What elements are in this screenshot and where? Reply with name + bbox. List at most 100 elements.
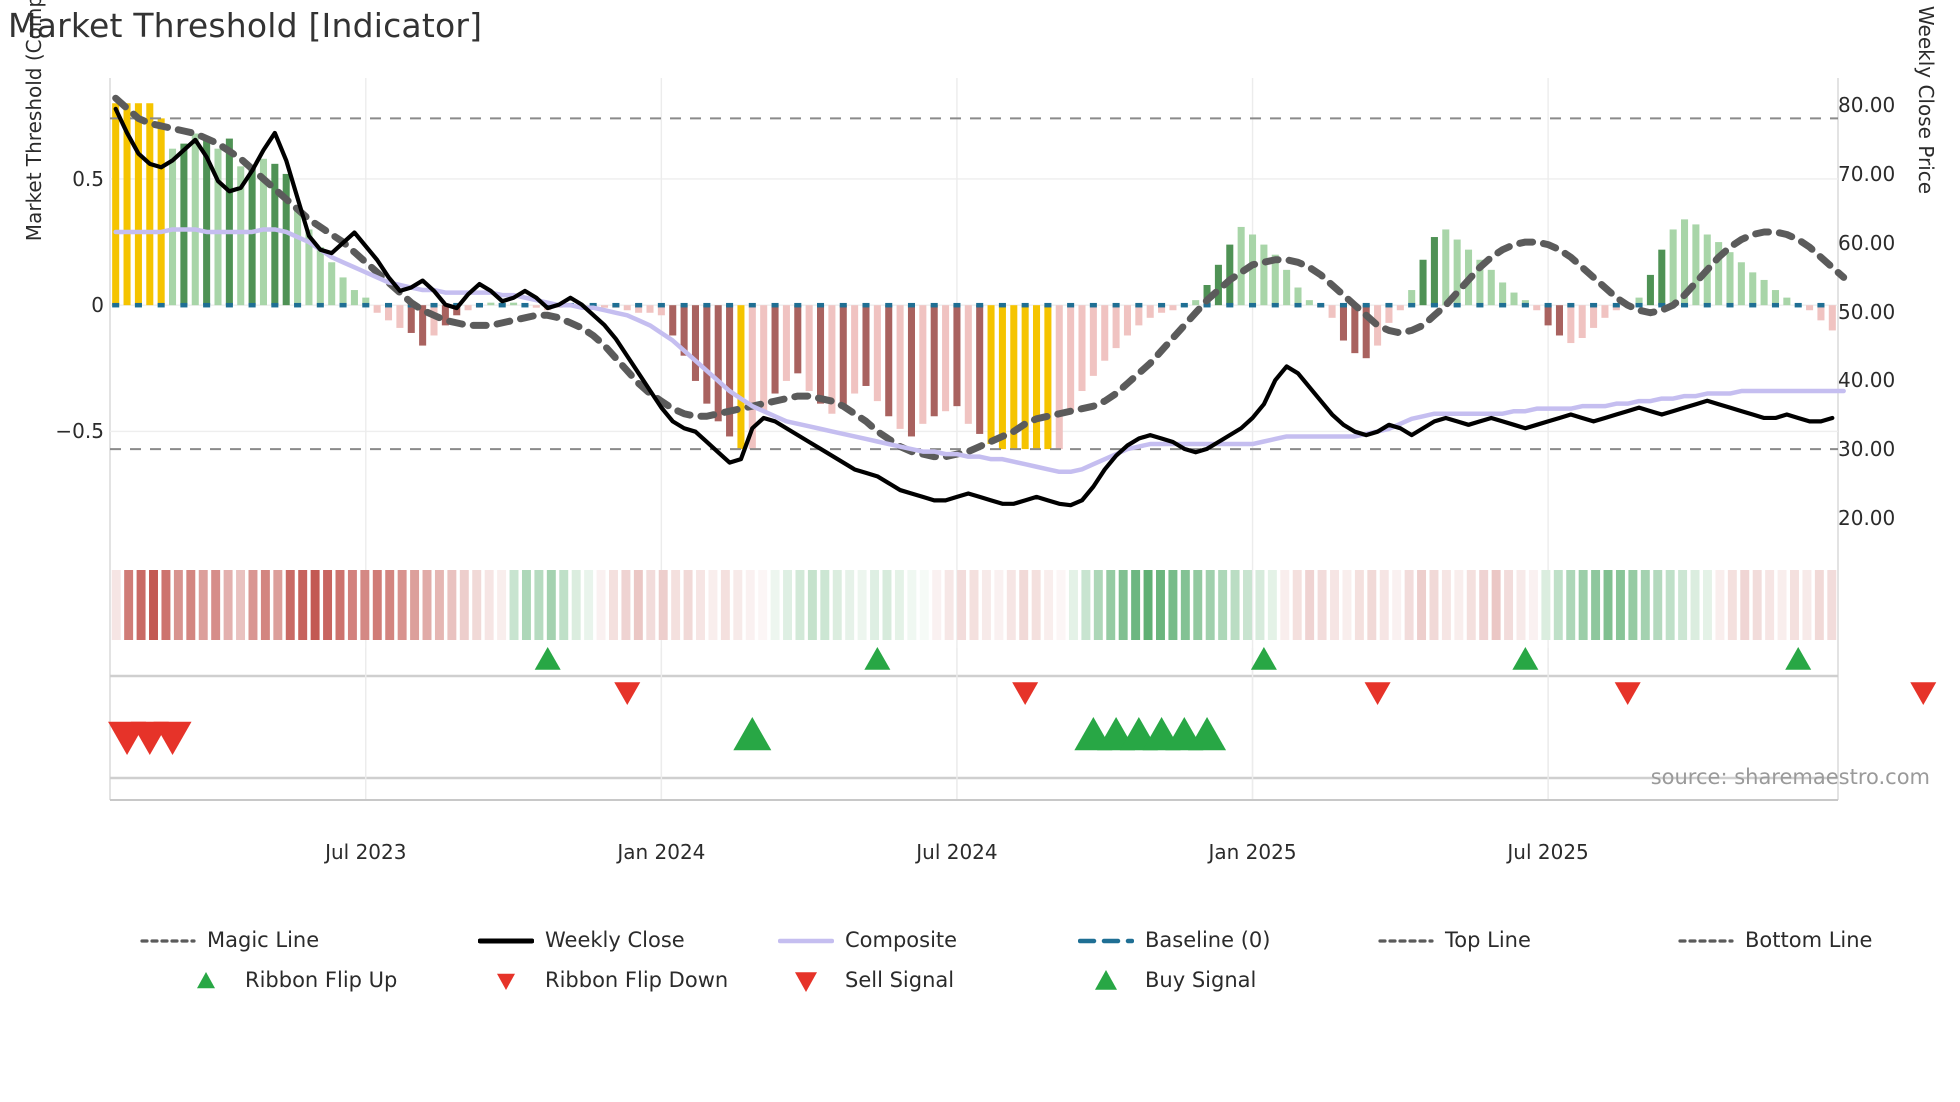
ribbon-cell	[111, 570, 121, 640]
legend-item[interactable]: Bottom Line	[1678, 920, 1872, 960]
histogram-bar	[691, 305, 699, 381]
y-tick-right: 80.00	[1838, 93, 1896, 118]
histogram-bar	[362, 297, 370, 306]
ribbon-flip-up-marker	[1512, 647, 1539, 670]
ribbon-flip-up-marker	[1250, 647, 1277, 670]
ribbon-cell	[1765, 570, 1775, 640]
sell-signal-marker	[153, 721, 192, 755]
ribbon-flip-up-marker	[1785, 647, 1812, 670]
ribbon-cell	[1230, 570, 1240, 640]
ribbon-cell	[360, 570, 370, 640]
ribbon-cell	[708, 570, 718, 640]
histogram-bar	[1408, 290, 1416, 306]
histogram-bar	[828, 305, 836, 414]
ribbon-cell	[1441, 570, 1451, 640]
ribbon-cell	[484, 570, 494, 640]
ribbon-cell	[919, 570, 929, 640]
dotted-gray-line-icon	[1378, 930, 1434, 950]
histogram-bar	[1567, 305, 1575, 344]
histogram-bar	[532, 305, 540, 308]
x-tick: Jul 2023	[325, 840, 407, 864]
legend-item[interactable]: Buy Signal	[1078, 960, 1256, 1000]
legend-item[interactable]: Weekly Close	[478, 920, 685, 960]
histogram-bar	[737, 305, 745, 450]
histogram-bar	[1806, 305, 1814, 311]
histogram-bar	[339, 277, 347, 306]
histogram-bar	[282, 173, 290, 306]
ribbon-cell	[658, 570, 668, 640]
histogram-bar	[1044, 305, 1052, 450]
legend-item[interactable]: Baseline (0)	[1078, 920, 1270, 960]
histogram-bar	[1692, 224, 1700, 306]
ribbon-cell	[1491, 570, 1501, 640]
x-tick: Jul 2024	[916, 840, 998, 864]
magic-line-series	[112, 94, 1848, 461]
ribbon-cell	[1081, 570, 1091, 640]
ribbon-cell	[1143, 570, 1153, 640]
ribbon-cell	[459, 570, 469, 640]
ribbon-cell	[472, 570, 482, 640]
weekly-close-line-series	[113, 106, 1835, 508]
ribbon-cell	[1591, 570, 1601, 640]
y-tick-right: 50.00	[1838, 299, 1896, 324]
histogram-bar	[1305, 300, 1313, 306]
histogram-bar	[1021, 305, 1029, 450]
histogram-bar	[1555, 305, 1563, 336]
histogram-bar	[1726, 252, 1734, 306]
legend-item[interactable]: Composite	[778, 920, 957, 960]
ribbon-cell	[758, 570, 768, 640]
histogram-bar	[1828, 305, 1836, 331]
ribbon-cell	[521, 570, 531, 640]
legend-item[interactable]: Sell Signal	[778, 960, 954, 1000]
histogram-bar	[203, 138, 211, 306]
ribbon-cell	[807, 570, 817, 640]
ribbon-cell	[385, 570, 395, 640]
histogram-bar	[1249, 234, 1257, 306]
ribbon-cell	[783, 570, 793, 640]
histogram-bar	[1499, 282, 1507, 306]
histogram-bar	[1351, 305, 1359, 354]
histogram-bar	[1590, 305, 1598, 328]
ribbon-cell	[347, 570, 357, 640]
legend-label: Weekly Close	[545, 928, 685, 952]
composite-line-series	[113, 227, 1846, 475]
solid-purple-line-icon	[778, 930, 834, 950]
ribbon-cell	[1740, 570, 1750, 640]
ribbon-cell	[1454, 570, 1464, 640]
y-tick-right: 60.00	[1838, 230, 1896, 255]
ribbon-cell	[136, 570, 146, 640]
ribbon-cell	[1790, 570, 1799, 640]
ribbon-cell	[1628, 570, 1638, 640]
ribbon-cell	[957, 570, 967, 640]
histogram-bar	[601, 305, 609, 308]
histogram-bar	[1749, 272, 1757, 306]
ribbon-cell	[447, 570, 457, 640]
histogram-bar	[1214, 264, 1222, 306]
histogram-bar	[1055, 305, 1063, 450]
ribbon-cell	[1317, 570, 1327, 640]
histogram-bar	[646, 305, 654, 313]
ribbon-cell	[1417, 570, 1427, 640]
ribbon-cell	[335, 570, 345, 640]
legend-item[interactable]: Top Line	[1378, 920, 1531, 960]
histogram-bar	[112, 103, 120, 306]
histogram-bar	[1101, 305, 1109, 361]
ribbon-cell	[1466, 570, 1476, 640]
x-tick: Jul 2025	[1507, 840, 1589, 864]
ribbon-cell	[285, 570, 295, 640]
dotted-gray-line-icon	[140, 930, 196, 950]
ribbon-cell	[1044, 570, 1054, 640]
ribbon-cell	[1205, 570, 1215, 640]
ribbon-cell	[1342, 570, 1352, 640]
legend-item[interactable]: Ribbon Flip Down	[478, 960, 728, 1000]
ribbon-cell	[1093, 570, 1103, 640]
chart-legend: Magic Line Weekly Close Composite Baseline …	[0, 920, 1960, 1000]
ribbon-flip-down-marker	[1910, 682, 1937, 705]
histogram-bar	[1158, 305, 1166, 313]
ribbon-cell	[1305, 570, 1315, 640]
histogram-bar	[1737, 262, 1745, 306]
legend-item[interactable]: Magic Line	[140, 920, 319, 960]
ribbon-cell	[559, 570, 569, 640]
legend-label: Baseline (0)	[1145, 928, 1271, 952]
legend-item[interactable]: Ribbon Flip Up	[178, 960, 397, 1000]
